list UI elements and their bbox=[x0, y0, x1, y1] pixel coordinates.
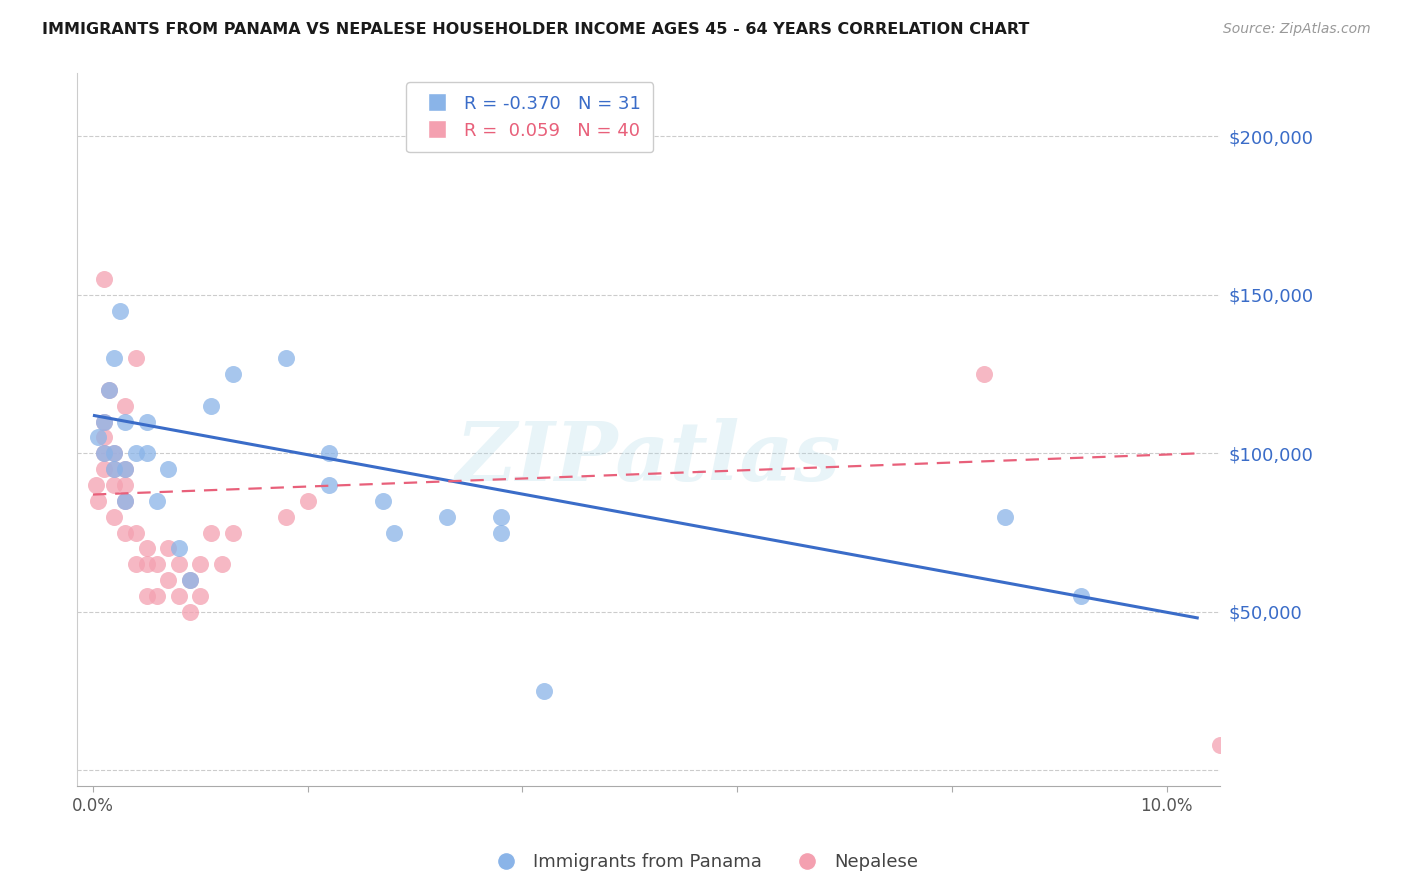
Point bbox=[114, 399, 136, 413]
Point bbox=[93, 272, 115, 286]
Point bbox=[125, 558, 148, 572]
Point bbox=[188, 589, 211, 603]
Point bbox=[114, 462, 136, 476]
Point bbox=[98, 383, 121, 397]
Point bbox=[276, 351, 298, 366]
Point bbox=[973, 367, 995, 381]
Point bbox=[179, 573, 201, 587]
Text: Source: ZipAtlas.com: Source: ZipAtlas.com bbox=[1223, 22, 1371, 37]
Point bbox=[167, 558, 190, 572]
Point bbox=[135, 415, 157, 429]
Point bbox=[188, 558, 211, 572]
Point bbox=[93, 430, 115, 444]
Point bbox=[994, 509, 1017, 524]
Point bbox=[93, 415, 115, 429]
Point bbox=[135, 558, 157, 572]
Point bbox=[167, 541, 190, 556]
Point bbox=[84, 478, 107, 492]
Point bbox=[179, 573, 201, 587]
Point bbox=[221, 367, 243, 381]
Point bbox=[103, 462, 125, 476]
Point bbox=[93, 462, 115, 476]
Point bbox=[93, 415, 115, 429]
Point bbox=[146, 494, 169, 508]
Point bbox=[1209, 738, 1232, 752]
Point bbox=[146, 589, 169, 603]
Point bbox=[103, 446, 125, 460]
Point bbox=[135, 589, 157, 603]
Point bbox=[114, 525, 136, 540]
Point bbox=[382, 525, 405, 540]
Text: IMMIGRANTS FROM PANAMA VS NEPALESE HOUSEHOLDER INCOME AGES 45 - 64 YEARS CORRELA: IMMIGRANTS FROM PANAMA VS NEPALESE HOUSE… bbox=[42, 22, 1029, 37]
Point bbox=[200, 399, 222, 413]
Point bbox=[297, 494, 319, 508]
Point bbox=[157, 462, 180, 476]
Point bbox=[125, 351, 148, 366]
Point bbox=[179, 605, 201, 619]
Point bbox=[200, 525, 222, 540]
Point bbox=[87, 430, 110, 444]
Point bbox=[114, 494, 136, 508]
Legend: Immigrants from Panama, Nepalese: Immigrants from Panama, Nepalese bbox=[481, 847, 925, 879]
Point bbox=[103, 446, 125, 460]
Point bbox=[167, 589, 190, 603]
Point bbox=[1070, 589, 1092, 603]
Point bbox=[135, 541, 157, 556]
Point bbox=[87, 494, 110, 508]
Legend: R = -0.370   N = 31, R =  0.059   N = 40: R = -0.370 N = 31, R = 0.059 N = 40 bbox=[406, 82, 654, 153]
Point bbox=[103, 478, 125, 492]
Point bbox=[211, 558, 233, 572]
Point bbox=[221, 525, 243, 540]
Point bbox=[276, 509, 298, 524]
Point bbox=[157, 541, 180, 556]
Point bbox=[93, 446, 115, 460]
Point bbox=[114, 415, 136, 429]
Point bbox=[135, 446, 157, 460]
Point bbox=[114, 462, 136, 476]
Point bbox=[114, 494, 136, 508]
Point bbox=[318, 478, 340, 492]
Point bbox=[93, 446, 115, 460]
Point bbox=[371, 494, 394, 508]
Point bbox=[125, 446, 148, 460]
Point bbox=[103, 351, 125, 366]
Point bbox=[146, 558, 169, 572]
Text: ZIPatlas: ZIPatlas bbox=[456, 418, 841, 498]
Point bbox=[318, 446, 340, 460]
Point bbox=[98, 383, 121, 397]
Point bbox=[489, 509, 512, 524]
Point bbox=[103, 462, 125, 476]
Point bbox=[157, 573, 180, 587]
Point bbox=[103, 509, 125, 524]
Point bbox=[436, 509, 458, 524]
Point bbox=[108, 303, 131, 318]
Point bbox=[533, 684, 555, 698]
Point bbox=[114, 478, 136, 492]
Point bbox=[125, 525, 148, 540]
Point bbox=[489, 525, 512, 540]
